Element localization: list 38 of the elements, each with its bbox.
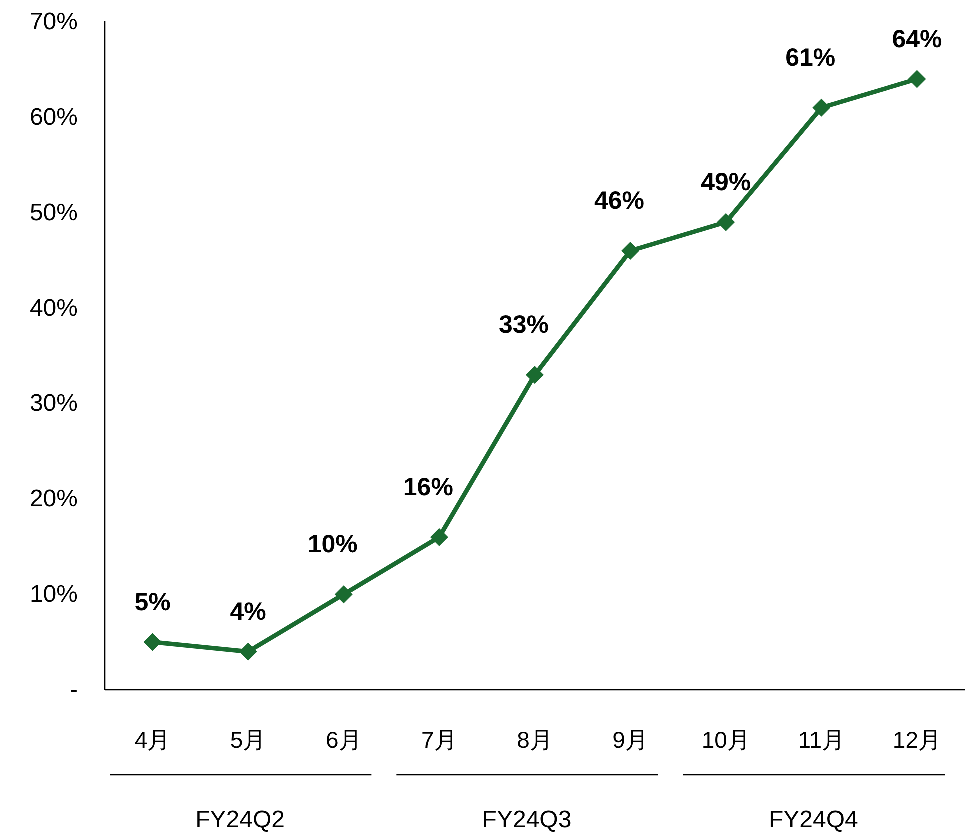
x-tick-label: 11月 (798, 727, 846, 753)
y-tick-label: 40% (30, 294, 78, 322)
text: FY24Q3 (482, 806, 572, 834)
point (526, 366, 544, 384)
point (144, 633, 162, 652)
x-tick-label: 10月 (702, 727, 750, 753)
y-tick-label: 50% (30, 199, 78, 226)
point (812, 98, 831, 117)
text: 49% (701, 168, 752, 196)
point (334, 586, 353, 604)
text: 61% (786, 44, 836, 72)
text: 33% (498, 311, 549, 340)
text: 5% (134, 588, 171, 616)
point (717, 213, 736, 232)
x-tick-label: 4月 (134, 727, 171, 753)
y-tick-label: 70% (30, 8, 78, 36)
point (908, 70, 926, 88)
point (239, 642, 258, 661)
y-tick-label: 10% (30, 581, 78, 608)
y-tick-label: 60% (30, 104, 78, 131)
text: FY24Q4 (768, 806, 858, 834)
text: 10% (308, 530, 358, 559)
point (622, 242, 640, 260)
y-tick-label: - (70, 676, 78, 704)
y-tick-label: 30% (30, 390, 78, 418)
x-tick-label: 9月 (612, 727, 648, 753)
text: 64% (892, 25, 942, 54)
text: 46% (594, 187, 645, 216)
x-tick-label: 8月 (517, 727, 553, 753)
point (430, 528, 448, 546)
y-tick-label: 20% (30, 486, 78, 513)
x-tick-label: 7月 (422, 727, 458, 753)
text: 16% (403, 473, 454, 502)
x-tick-label: 12月 (892, 727, 942, 753)
text: FY24Q2 (196, 806, 286, 834)
x-tick-label: 5月 (230, 727, 266, 753)
text: 4% (230, 598, 266, 626)
x-tick-label: 6月 (326, 727, 362, 753)
